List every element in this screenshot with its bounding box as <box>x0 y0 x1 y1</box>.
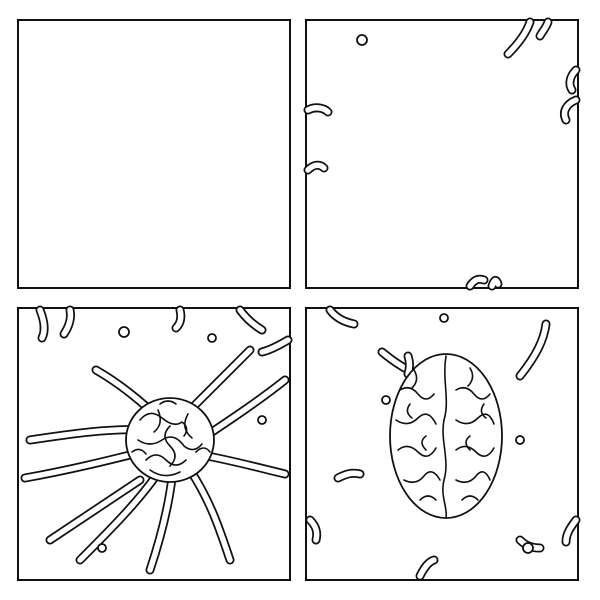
panel-4 <box>305 305 581 581</box>
panel-3-worm-mass <box>125 397 215 483</box>
brain-illustration <box>389 353 503 519</box>
panel-2-drips <box>303 17 581 291</box>
panel-2 <box>303 17 581 291</box>
panel-1-frame <box>17 19 291 289</box>
panel-4-drips <box>305 305 581 581</box>
panel-3 <box>17 305 293 581</box>
panel-2-frame <box>305 19 579 289</box>
panel-1 <box>17 19 291 289</box>
